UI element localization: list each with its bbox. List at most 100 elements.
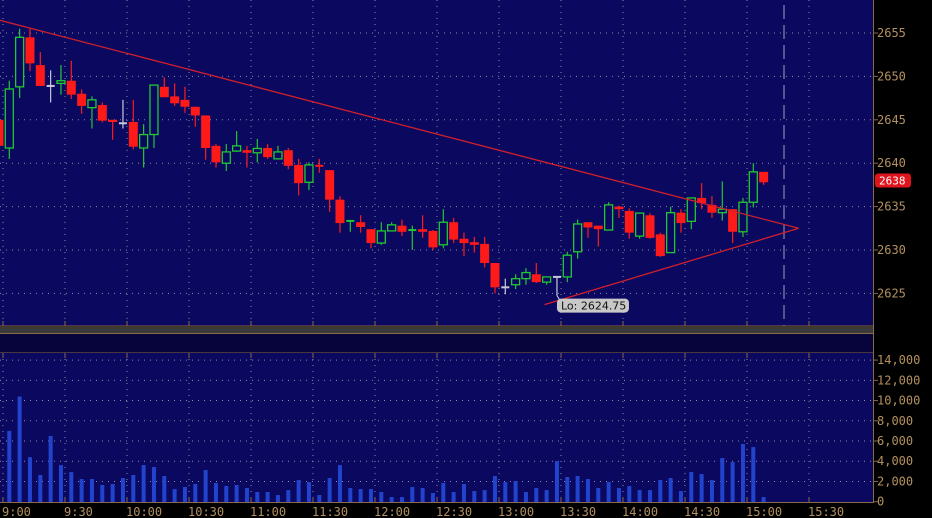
upper-trendline[interactable] <box>0 19 799 229</box>
candle <box>510 274 521 290</box>
volume-bar <box>255 491 260 502</box>
candle <box>490 263 500 294</box>
candle <box>77 89 87 114</box>
time-tick-label: 10:00 <box>126 505 162 518</box>
candle-body <box>624 210 634 233</box>
candle-body <box>56 80 66 84</box>
volume-bar <box>7 430 12 502</box>
candle <box>252 138 262 163</box>
time-tick-label: 14:00 <box>622 505 658 518</box>
volume-bar <box>69 472 74 502</box>
volume-bar <box>379 491 384 502</box>
volume-bar <box>616 488 621 502</box>
candle <box>221 144 231 172</box>
volume-bar <box>503 482 508 502</box>
candle-body <box>77 93 87 106</box>
candle <box>14 28 25 99</box>
candle-body <box>562 254 572 278</box>
volume-panel[interactable] <box>0 353 873 502</box>
candle <box>665 206 676 254</box>
lower-trendline[interactable] <box>544 227 799 306</box>
volume-bar <box>296 480 301 502</box>
volume-bar <box>244 488 249 502</box>
volume-bar <box>120 478 125 502</box>
volume-bar <box>575 476 580 502</box>
candle-body <box>634 212 645 237</box>
price-tick-label: 2650 <box>877 69 906 83</box>
volume-bar <box>606 482 611 502</box>
candle-body <box>438 221 448 246</box>
candle <box>35 52 45 86</box>
candle <box>180 86 190 113</box>
candle <box>614 205 624 218</box>
volume-bar <box>286 490 291 502</box>
candle-body <box>108 119 118 122</box>
low-label-text: Lo: 2624.75 <box>561 300 626 313</box>
time-tick-label: 10:30 <box>188 505 224 518</box>
candle <box>562 251 572 283</box>
candle <box>56 65 66 95</box>
candle-body <box>717 208 727 214</box>
volume-tick-label: 14,000 <box>877 353 920 367</box>
candle-body <box>180 99 190 107</box>
volume-bar <box>151 467 156 502</box>
volume-bar <box>451 491 456 502</box>
candle-body <box>87 99 97 109</box>
time-tick-label: 14:30 <box>684 505 720 518</box>
candle-body <box>4 88 14 149</box>
candle-body <box>510 277 521 286</box>
time-tick-label: 13:00 <box>498 505 534 518</box>
candle-body <box>25 37 35 64</box>
candle-body <box>304 164 314 183</box>
time-tick-label: 9:30 <box>64 505 93 518</box>
candle-body <box>201 115 211 149</box>
candle <box>25 28 35 72</box>
candle-body <box>35 65 45 86</box>
candle <box>572 219 583 259</box>
volume-bar <box>761 497 766 502</box>
volume-bar <box>740 444 745 502</box>
time-tick-label: 12:30 <box>436 505 472 518</box>
candle <box>273 145 283 160</box>
candle <box>676 209 686 233</box>
candle <box>159 77 169 98</box>
volume-bar <box>544 490 549 502</box>
candle-body <box>707 204 717 213</box>
volume-tick-label: 12,000 <box>877 373 920 387</box>
candle-body <box>593 225 603 230</box>
volume-bar <box>306 482 311 502</box>
candle <box>201 115 211 160</box>
volume-tick-label: 8,000 <box>877 414 913 428</box>
candle <box>283 148 293 170</box>
candle-body <box>97 105 107 121</box>
price-panel[interactable] <box>0 0 873 326</box>
candle <box>304 162 314 191</box>
volume-bar <box>461 483 466 502</box>
volume-bar <box>720 458 725 502</box>
candle-body <box>665 212 676 254</box>
candle <box>428 230 438 250</box>
candle <box>211 144 221 168</box>
candle-body <box>283 150 293 166</box>
volume-bar <box>348 488 353 502</box>
candle <box>501 278 510 295</box>
volume-bar <box>131 474 136 502</box>
annotations: Lo: 2624.75 2638 <box>0 19 911 313</box>
candle-body <box>138 133 149 149</box>
candle-body <box>469 242 479 245</box>
candle-body <box>531 274 541 283</box>
volume-bar <box>38 474 43 502</box>
low-label-box <box>556 298 629 313</box>
candle <box>717 181 727 221</box>
volume-bar <box>596 488 601 502</box>
candle <box>707 196 717 218</box>
splitter-handle[interactable] <box>0 327 873 333</box>
volume-bar <box>430 493 435 502</box>
volume-bar <box>368 489 373 502</box>
volume-tick-label: 4,000 <box>877 454 913 468</box>
candle <box>376 222 386 245</box>
candle <box>521 268 531 285</box>
volume-bar <box>193 483 198 502</box>
candle-body <box>686 197 696 223</box>
